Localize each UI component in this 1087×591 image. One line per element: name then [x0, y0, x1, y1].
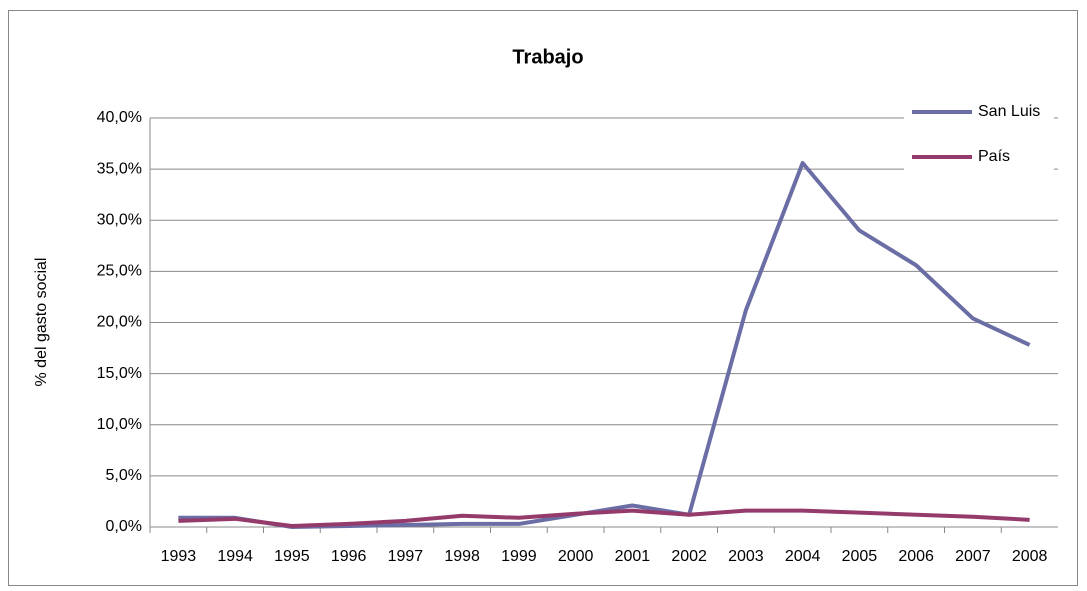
series-line [178, 508, 1030, 528]
x-tick-label: 2006 [898, 548, 934, 565]
x-tick-label: 1998 [444, 548, 480, 565]
y-tick-label: 0,0% [106, 518, 142, 535]
legend-box [904, 92, 1054, 182]
y-tick-label: 25,0% [97, 263, 142, 280]
x-tick-label: 1993 [161, 548, 197, 565]
x-tick-label: 2003 [728, 548, 764, 565]
legend-label: País [978, 148, 1010, 165]
chart-title: Trabajo [512, 46, 583, 68]
x-tick-label: 1999 [501, 548, 537, 565]
chart-border [8, 10, 1078, 586]
y-tick-label: 20,0% [97, 314, 142, 331]
x-tick-label: 2004 [785, 548, 821, 565]
x-tick-label: 2000 [558, 548, 594, 565]
x-tick-label: 2001 [615, 548, 651, 565]
x-tick-label: 2005 [842, 548, 878, 565]
y-tick-label: 40,0% [97, 109, 142, 126]
y-tick-label: 15,0% [97, 365, 142, 382]
y-tick-label: 30,0% [97, 211, 142, 228]
x-tick-label: 1996 [331, 548, 367, 565]
x-tick-label: 2007 [955, 548, 991, 565]
x-tick-label: 2002 [671, 548, 707, 565]
y-tick-label: 10,0% [97, 416, 142, 433]
x-tick-label: 2008 [1012, 548, 1048, 565]
y-tick-label: 5,0% [106, 467, 142, 484]
y-tick-label: 35,0% [97, 160, 142, 177]
y-axis-label: % del gasto social [33, 258, 50, 387]
x-tick-label: 1997 [388, 548, 424, 565]
legend-label: San Luis [978, 103, 1040, 120]
x-tick-label: 1995 [274, 548, 310, 565]
x-tick-label: 1994 [217, 548, 253, 565]
